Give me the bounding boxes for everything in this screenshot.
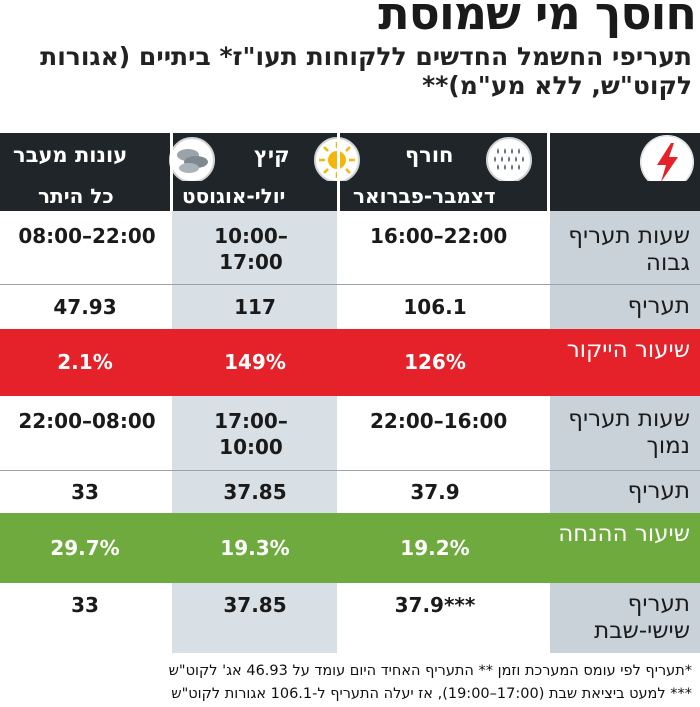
season-summer-label: קיץ [254, 143, 290, 167]
row-divider [0, 284, 700, 285]
summer-cell-bg [172, 471, 337, 513]
clouds-icon [169, 137, 215, 183]
winter-value: 19.2% [400, 536, 470, 560]
table-header-months: דצמבר-פברואר יולי-אוגוסט כל היתר [0, 181, 700, 211]
row-label: תעריף [627, 293, 690, 319]
subtitle: תעריפי החשמל החדשים ללקוחות תעו"ז* ביתיי… [40, 42, 692, 100]
lightning-bolt-icon [640, 135, 694, 189]
row-label: שיעור ההנחה [558, 521, 690, 547]
transition-value: 08:00–22:00 [18, 224, 156, 248]
row-label-cell [550, 211, 700, 284]
winter-value: 16:00–22:00 [370, 224, 508, 248]
winter-value: 106.1 [403, 295, 467, 319]
transition-value: 2.1% [57, 350, 113, 374]
summer-cell-bg [172, 285, 337, 329]
months-summer-label: יולי-אוגוסט [182, 184, 286, 208]
table-row: שעות תעריף נמוך 22:00–16:00 17:00–10:00 … [0, 396, 700, 470]
row-label: תעריף [627, 478, 690, 504]
months-transition-label: כל היתר [38, 184, 114, 208]
footnote-1: *תעריף לפי עומס המערכת וזמן ** התעריף הא… [168, 663, 692, 679]
row-label: שעות תעריף נמוך [568, 406, 690, 459]
row-label: תעריף שישי-שבת [594, 591, 690, 644]
winter-value: 126% [404, 350, 466, 374]
headline-text: חוסך מי שמוסת [378, 0, 697, 38]
row-label-cell [550, 471, 700, 513]
summer-value: 17:00–10:00 [214, 409, 288, 459]
summer-value: 37.85 [223, 480, 287, 504]
winter-value: 37.9*** [394, 593, 476, 617]
table-row: תעריף 106.1 117 47.93 [0, 285, 700, 329]
rain-drops-icon [486, 137, 532, 183]
transition-value: 47.93 [53, 295, 117, 319]
header-divider [547, 133, 550, 211]
row-divider [0, 470, 700, 471]
table-row: שעות תעריף גבוה 16:00–22:00 10:00–17:00 … [0, 211, 700, 284]
months-winter-label: דצמבר-פברואר [353, 184, 496, 208]
winter-value: 37.9 [410, 480, 460, 504]
row-label-cell [550, 583, 700, 653]
summer-value: 149% [224, 350, 286, 374]
winter-value: 22:00–16:00 [370, 409, 508, 433]
headline: חוסך מי שמוסת [0, 0, 700, 38]
summer-value: 37.85 [223, 593, 287, 617]
header-divider [337, 133, 340, 211]
summer-cell-bg [172, 583, 337, 653]
transition-value: 22:00–08:00 [18, 409, 156, 433]
summer-cell-bg [172, 396, 337, 470]
row-label-cell [550, 396, 700, 470]
row-label: שעות תעריף גבוה [568, 223, 690, 276]
transition-value: 33 [71, 593, 99, 617]
table-row-discount: שיעור ההנחה 19.2% 19.3% 29.7% [0, 513, 700, 583]
summer-value: 19.3% [220, 536, 290, 560]
table-row: תעריף שישי-שבת 37.9*** 37.85 33 [0, 583, 700, 653]
header-divider [170, 133, 173, 211]
row-label-cell [550, 285, 700, 329]
transition-value: 33 [71, 480, 99, 504]
row-label: שיעור הייקור [566, 337, 690, 363]
season-transition-label: עונות מעבר [13, 143, 128, 167]
footnote-2: *** למעט ביציאת שבת (17:00–19:00), אז יע… [171, 686, 692, 702]
season-winter-label: חורף [405, 143, 454, 167]
table-row-increase: שיעור הייקור 126% 149% 2.1% [0, 329, 700, 396]
summer-value: 117 [234, 295, 276, 319]
table-header-seasons: חורף קיץ עונות מעבר [0, 133, 700, 189]
transition-value: 29.7% [50, 536, 120, 560]
summer-cell-bg [172, 211, 337, 284]
summer-value: 10:00–17:00 [214, 224, 288, 274]
table-row: תעריף 37.9 37.85 33 [0, 471, 700, 513]
